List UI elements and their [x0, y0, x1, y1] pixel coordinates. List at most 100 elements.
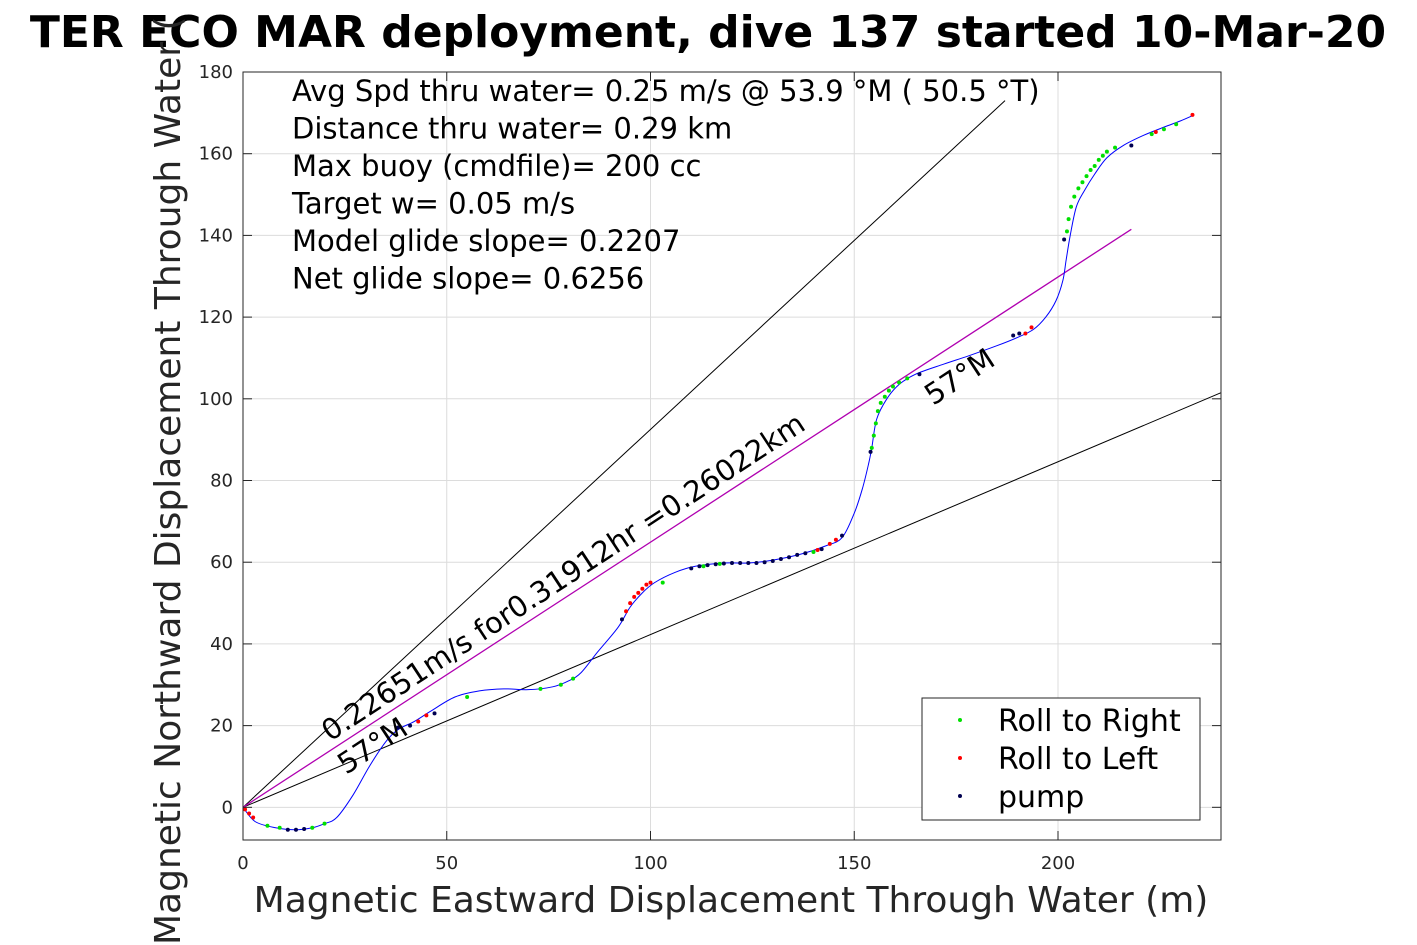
pump-point	[1129, 143, 1134, 148]
roll-to-right-point	[1076, 186, 1081, 191]
legend-label: pump	[998, 780, 1084, 815]
roll-to-left-point	[640, 586, 645, 591]
roll-to-right-point	[1080, 180, 1085, 185]
info-line: Avg Spd thru water= 0.25 m/s @ 53.9 °M (…	[292, 74, 1040, 108]
roll-to-right-point	[871, 433, 876, 438]
info-text: Avg Spd thru water= 0.25 m/s @ 53.9 °M (…	[291, 74, 1040, 296]
y-tick-label: 20	[210, 716, 233, 737]
info-line: Net glide slope= 0.6256	[292, 262, 644, 296]
pump-point	[840, 533, 845, 538]
x-axis-label: Magnetic Eastward Displacement Through W…	[254, 880, 1209, 921]
roll-to-right-point	[322, 821, 327, 826]
pump-point	[285, 827, 290, 832]
roll-to-right-point	[538, 686, 543, 691]
pump-point	[917, 372, 922, 377]
roll-to-left-point	[833, 537, 838, 542]
plot-frame	[242, 71, 1222, 841]
roll-to-right-point	[1072, 194, 1077, 199]
info-line: Target w= 0.05 m/s	[291, 187, 575, 221]
roll-to-right-point	[890, 384, 895, 389]
roll-to-left-point	[827, 541, 832, 546]
y-axis-label: Magnetic Northward Displacement Through …	[148, 16, 189, 945]
info-line: Model glide slope= 0.2207	[292, 224, 680, 258]
x-tick-label: 100	[633, 853, 667, 874]
legend-marker	[958, 794, 962, 798]
pump-point	[746, 561, 751, 566]
roll-to-left-point	[1153, 130, 1158, 135]
pump-point	[819, 547, 824, 552]
roll-to-left-point	[251, 815, 256, 820]
pump-point	[1011, 333, 1016, 338]
pump-point	[697, 564, 702, 569]
roll-to-right-point	[465, 695, 470, 700]
roll-to-right-point	[1161, 127, 1166, 132]
roll-to-left-point	[424, 713, 429, 718]
roll-to-right-point	[660, 580, 665, 585]
pump-point	[408, 723, 413, 728]
y-tick-label: 0	[222, 797, 233, 818]
pump-point	[738, 561, 743, 566]
reference-line	[242, 100, 1006, 808]
marker-layer	[243, 112, 1195, 832]
y-tick-label: 140	[199, 225, 233, 246]
roll-to-left-point	[416, 719, 421, 724]
y-tick-label: 100	[199, 389, 233, 410]
x-tick-label: 150	[837, 853, 871, 874]
y-tick-label: 40	[210, 634, 233, 655]
roll-to-right-point	[558, 682, 563, 687]
pump-point	[754, 561, 759, 566]
pump-point	[689, 566, 694, 571]
roll-to-left-point	[648, 580, 653, 585]
roll-to-left-point	[1029, 325, 1034, 330]
pump-point	[770, 558, 775, 563]
x-tick-label: 200	[1041, 853, 1075, 874]
roll-to-left-point	[632, 594, 637, 599]
track-layer	[242, 115, 1193, 831]
pump-point	[713, 562, 718, 567]
roll-to-right-point	[717, 561, 722, 566]
roll-to-right-point	[1064, 229, 1069, 234]
info-line: Max buoy (cmdfile)= 200 cc	[292, 149, 701, 183]
pump-point	[619, 617, 624, 622]
y-tick-label: 80	[210, 471, 233, 492]
y-tick-label: 180	[199, 62, 233, 83]
roll-to-right-point	[265, 823, 270, 828]
roll-to-right-point	[1084, 174, 1089, 179]
roll-to-right-point	[1092, 163, 1097, 168]
pump-point	[395, 725, 400, 730]
roll-to-right-point	[1149, 132, 1154, 137]
roll-to-left-point	[243, 807, 248, 812]
pump-point	[868, 449, 873, 454]
pump-point	[1062, 237, 1067, 242]
roll-to-left-point	[1023, 331, 1028, 336]
pump-point	[293, 827, 298, 832]
pump-point	[787, 555, 792, 560]
roll-to-right-point	[873, 421, 878, 426]
pump-point	[795, 552, 800, 557]
x-tick-label: 0	[237, 853, 248, 874]
pump-point	[778, 556, 783, 561]
roll-to-right-point	[1096, 157, 1101, 162]
legend-label: Roll to Right	[998, 704, 1181, 739]
roll-to-right-point	[878, 400, 883, 405]
roll-to-right-point	[882, 394, 887, 399]
roll-to-right-point	[811, 550, 816, 554]
reference-line	[242, 392, 1222, 808]
roll-to-right-point	[869, 445, 874, 450]
reference-lines	[242, 100, 1222, 808]
pump-point	[803, 551, 808, 556]
y-tick-label: 120	[199, 307, 233, 328]
y-tick-label: 160	[199, 144, 233, 165]
pump-point	[1017, 331, 1022, 336]
pump-point	[432, 711, 437, 716]
roll-to-right-point	[886, 388, 891, 393]
roll-to-right-point	[1069, 204, 1074, 209]
roll-to-left-point	[624, 609, 629, 614]
roll-to-left-point	[628, 601, 633, 606]
legend-label: Roll to Left	[998, 742, 1158, 777]
roll-to-right-point	[571, 676, 576, 681]
chart-title: TER ECO MAR deployment, dive 137 started…	[30, 7, 1386, 58]
x-tick-label: 50	[435, 853, 458, 874]
roll-to-right-point	[1113, 145, 1118, 150]
roll-to-right-point	[905, 376, 910, 381]
